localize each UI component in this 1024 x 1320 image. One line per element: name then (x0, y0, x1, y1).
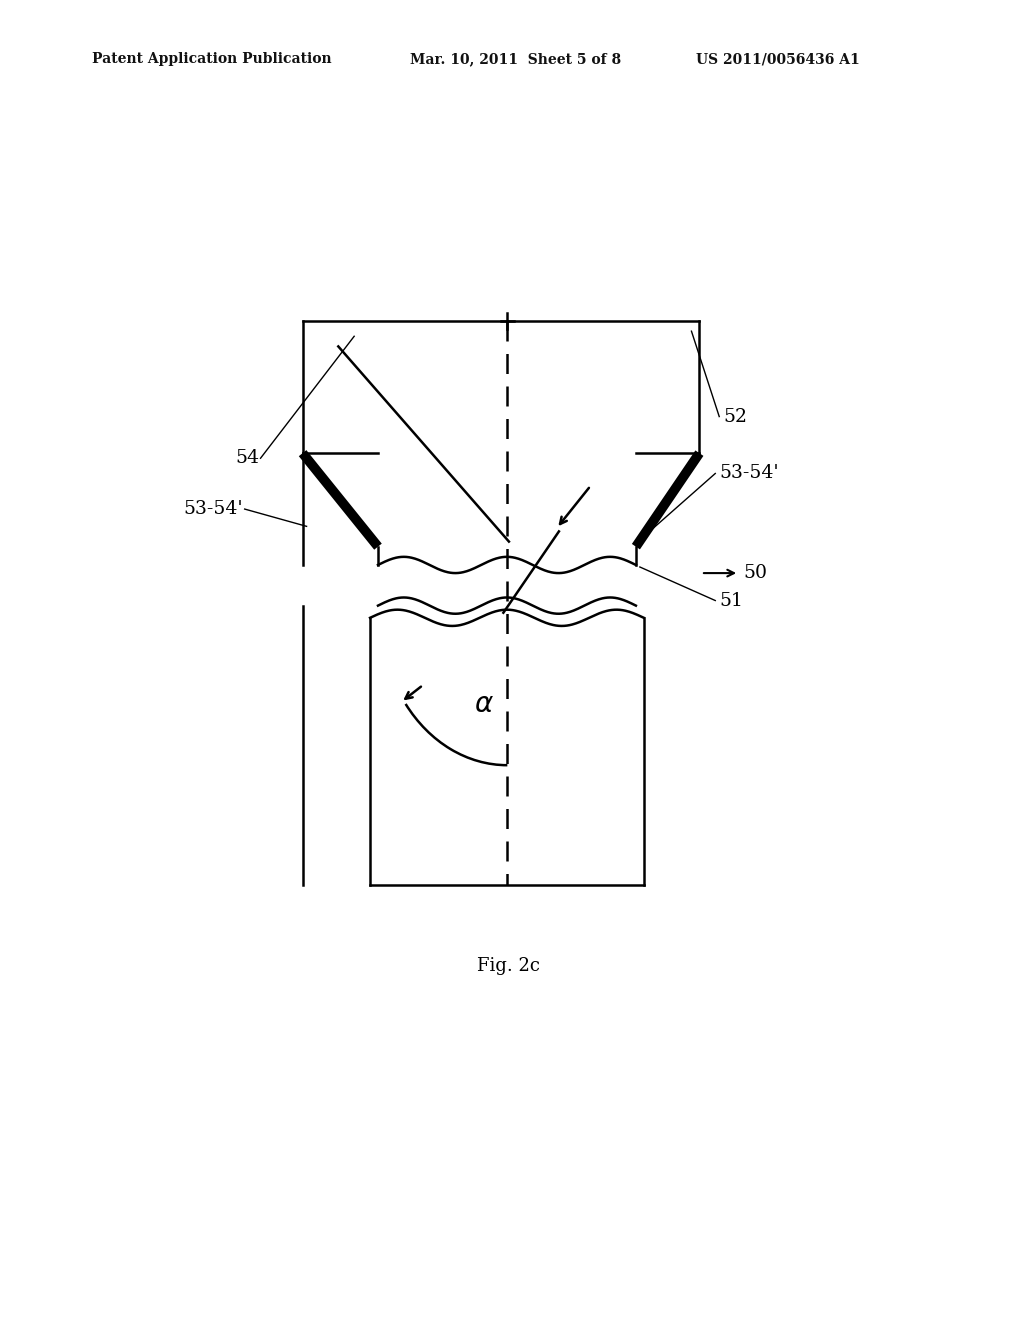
Text: 51: 51 (719, 591, 743, 610)
Text: $\alpha$: $\alpha$ (473, 690, 494, 718)
Text: 50: 50 (743, 564, 767, 582)
Text: 54: 54 (234, 449, 259, 467)
Text: US 2011/0056436 A1: US 2011/0056436 A1 (696, 53, 860, 66)
Text: 53-54': 53-54' (719, 465, 779, 483)
Text: 52: 52 (723, 408, 748, 425)
Text: Fig. 2c: Fig. 2c (477, 957, 541, 975)
Text: 53-54': 53-54' (183, 500, 243, 517)
Text: Mar. 10, 2011  Sheet 5 of 8: Mar. 10, 2011 Sheet 5 of 8 (410, 53, 621, 66)
Text: Patent Application Publication: Patent Application Publication (92, 53, 332, 66)
